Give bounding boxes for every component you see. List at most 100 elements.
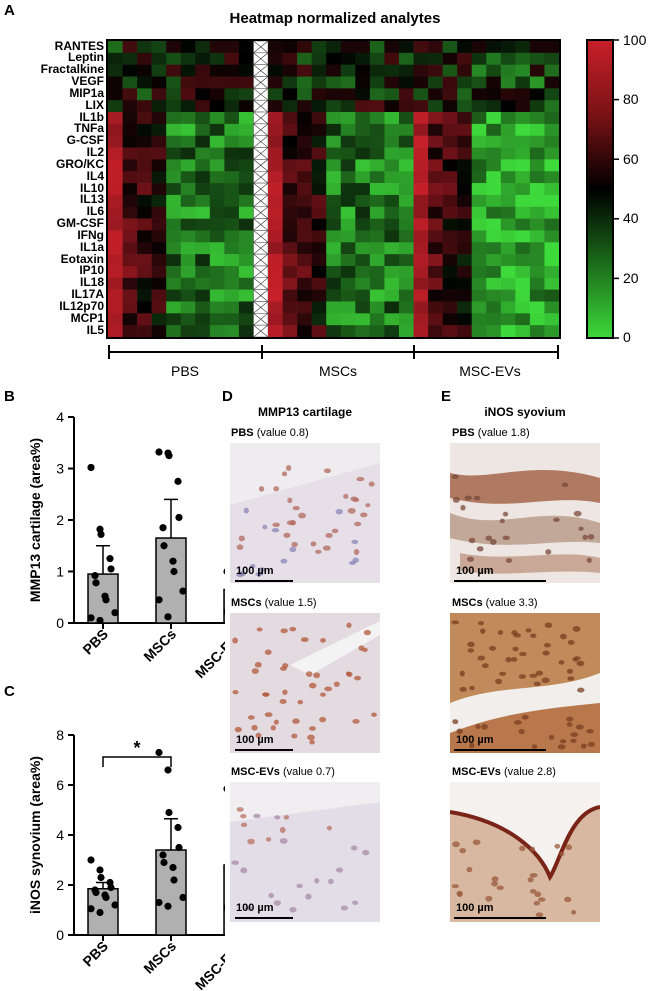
heatmap-cell	[529, 171, 545, 184]
data-point	[179, 893, 187, 902]
heatmap-cell	[238, 325, 254, 338]
heatmap-cell	[471, 265, 487, 279]
heatmap-cell	[428, 171, 443, 184]
analyte-label: LIX	[85, 97, 104, 112]
heatmap-cell	[137, 171, 152, 184]
heatmap-cell	[108, 254, 123, 267]
heatmap-cell	[500, 325, 516, 338]
heatmap-cell	[529, 313, 545, 326]
heatmap-cell	[151, 289, 167, 302]
heatmap-cell	[137, 123, 152, 137]
heatmap-cell	[398, 123, 414, 137]
heatmap-cell	[326, 277, 342, 290]
heatmap-cell	[108, 194, 123, 208]
heatmap-cell	[209, 254, 225, 267]
heatmap-cell	[471, 159, 487, 172]
heatmap-cell	[500, 206, 516, 219]
data-point	[179, 587, 187, 595]
heatmap-cell	[340, 265, 356, 279]
heatmap-cell	[500, 123, 516, 137]
heatmap-cell	[224, 76, 240, 89]
heatmap-cell	[282, 171, 298, 184]
heatmap-cell	[238, 206, 254, 219]
heatmap-cell	[122, 123, 138, 137]
heatmap-cell	[413, 147, 429, 160]
heatmap-cell	[369, 313, 385, 326]
heatmap-cell	[398, 112, 414, 125]
heatmap-cell	[108, 76, 123, 89]
heatmap-cell	[108, 52, 123, 65]
heatmap-title: Heatmap normalized analytes	[229, 10, 441, 27]
heatmap-cell	[151, 100, 167, 113]
heatmap-cell	[413, 218, 429, 231]
heatmap-cell	[428, 194, 443, 208]
heatmap-cell	[413, 206, 429, 219]
heatmap-cell	[340, 194, 356, 208]
heatmap-cell	[544, 301, 560, 314]
analyte-label: IL12p70	[59, 298, 104, 313]
heatmap-cell	[500, 277, 516, 290]
heatmap-cell	[326, 135, 342, 148]
heatmap-cell	[108, 289, 123, 302]
heatmap-cell	[457, 52, 473, 65]
analyte-label: G-CSF	[66, 133, 104, 148]
heatmap-cell	[413, 230, 429, 243]
heatmap-cell	[369, 64, 385, 77]
heatmap-cell	[413, 112, 429, 125]
heatmap-cell	[122, 183, 138, 196]
heatmap-cell	[195, 242, 211, 255]
heatmap-cell	[268, 194, 283, 208]
heatmap-cell	[413, 76, 429, 89]
analyte-label: GM-CSF	[56, 216, 104, 231]
heatmap-cell	[224, 64, 240, 77]
heatmap-cell	[355, 171, 371, 184]
data-point	[97, 873, 105, 882]
heatmap-cell	[369, 123, 385, 137]
heatmap-cell	[369, 147, 385, 160]
group-label-pbs: PBS	[170, 363, 199, 379]
heatmap-cell	[297, 147, 312, 160]
heatmap-cell	[297, 254, 312, 267]
heatmap-cell	[180, 100, 196, 113]
heatmap-cell	[297, 135, 312, 148]
scale-bar-d-msc-evs	[235, 917, 293, 919]
data-point	[97, 530, 105, 539]
heatmap-cell	[268, 301, 283, 314]
y-tick-label: 1	[56, 564, 64, 580]
heatmap-cell	[384, 313, 400, 326]
heatmap-cell	[108, 171, 123, 184]
heatmap-cell	[340, 206, 356, 219]
colorbar-tick-20: 20	[623, 270, 639, 286]
heatmap-cell	[413, 289, 429, 302]
heatmap-cell	[515, 171, 531, 184]
heatmap-cell	[457, 88, 473, 101]
heatmap-cell	[471, 194, 487, 208]
heatmap-cell	[442, 206, 458, 219]
heatmap-cell	[195, 254, 211, 267]
heatmap-cell	[515, 147, 531, 160]
heatmap-cell	[515, 76, 531, 89]
data-point	[111, 901, 119, 909]
heatmap-cell	[195, 301, 211, 314]
heatmap-cell	[428, 242, 443, 255]
heatmap-cell	[486, 254, 502, 267]
heatmap-cell	[224, 171, 240, 184]
data-point	[164, 613, 172, 621]
heatmap-cell	[311, 41, 327, 54]
heatmap-cell	[340, 41, 356, 54]
data-point	[87, 856, 95, 864]
heatmap-cell	[151, 183, 167, 196]
heatmap-cell	[209, 230, 225, 243]
heatmap-cell	[297, 230, 312, 243]
heatmap-cell	[151, 123, 167, 137]
heatmap-cell	[500, 64, 516, 77]
heatmap-cell	[515, 254, 531, 267]
heatmap-cell	[340, 277, 356, 290]
heatmap-cell	[268, 88, 283, 101]
heatmap-cell	[428, 254, 443, 267]
heatmap-cell	[471, 52, 487, 65]
data-point	[165, 452, 173, 460]
heatmap-cell	[311, 206, 327, 219]
scale-label-d-mscs: 100 µm	[236, 734, 274, 746]
heatmap-cell	[238, 254, 254, 267]
